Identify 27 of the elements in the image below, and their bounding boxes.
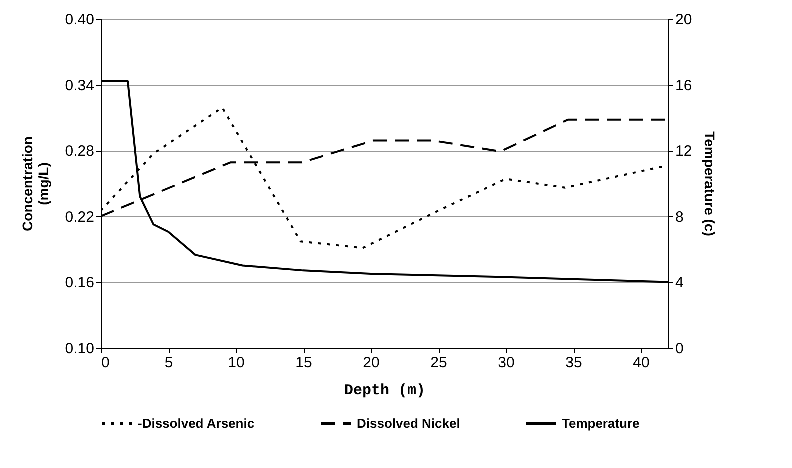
y-tick-label: 0.16 bbox=[65, 274, 94, 292]
y-tick-label: 0.10 bbox=[65, 340, 94, 358]
y2-axis-title: Temperature (c) bbox=[702, 132, 718, 236]
y2-tick-label: 12 bbox=[676, 143, 692, 160]
y2-tick-label: 8 bbox=[676, 208, 684, 226]
y2-tick-label: 16 bbox=[676, 77, 692, 94]
x-tick-label: 30 bbox=[498, 354, 515, 372]
y2-tick-label: 4 bbox=[676, 274, 684, 292]
x-tick-label: 25 bbox=[430, 354, 448, 372]
x-tick-label: 0 bbox=[102, 354, 110, 372]
y-tick-label: 0.22 bbox=[65, 208, 94, 226]
x-tick-label: 10 bbox=[228, 354, 245, 372]
y-tick-label: 0.28 bbox=[65, 143, 94, 160]
x-tick-label: 20 bbox=[363, 354, 380, 372]
x-axis-title: Depth (m) bbox=[344, 382, 426, 400]
x-tick-label: 5 bbox=[164, 354, 174, 372]
x-tick-label: 35 bbox=[566, 354, 582, 372]
y-axis-title: Concentration (mg/L) bbox=[19, 136, 52, 232]
x-tick-label: 15 bbox=[296, 354, 312, 372]
legend-label: -Dissolved Arsenic bbox=[138, 416, 255, 431]
y2-tick-label: 20 bbox=[676, 12, 692, 28]
x-tick-label: 40 bbox=[633, 354, 650, 372]
y-tick-label: 0.40 bbox=[65, 12, 94, 28]
legend-label: Temperature bbox=[562, 416, 640, 431]
legend-label: Dissolved Nickel bbox=[357, 416, 460, 431]
y-tick-label: 0.34 bbox=[65, 77, 94, 94]
y2-tick-label: 0 bbox=[676, 340, 684, 358]
